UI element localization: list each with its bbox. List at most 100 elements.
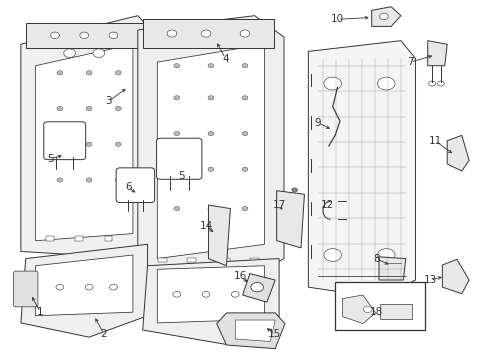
Text: 10: 10: [331, 14, 344, 24]
Text: 3: 3: [105, 96, 112, 107]
Polygon shape: [243, 274, 275, 302]
FancyBboxPatch shape: [14, 271, 38, 307]
Polygon shape: [157, 44, 265, 258]
Circle shape: [174, 167, 180, 171]
Circle shape: [202, 292, 210, 297]
Bar: [380, 304, 412, 319]
Circle shape: [324, 249, 342, 261]
Bar: [250, 257, 259, 262]
Polygon shape: [35, 44, 133, 241]
Circle shape: [324, 77, 342, 90]
Circle shape: [208, 167, 214, 171]
Polygon shape: [143, 258, 279, 344]
Circle shape: [85, 284, 93, 290]
Circle shape: [93, 49, 105, 58]
Bar: [158, 257, 167, 262]
Bar: [26, 23, 143, 48]
Bar: [75, 236, 83, 241]
Circle shape: [174, 131, 180, 136]
Text: 12: 12: [321, 200, 335, 210]
Circle shape: [57, 142, 63, 147]
Polygon shape: [235, 320, 275, 342]
Text: 1: 1: [37, 307, 44, 317]
Text: 18: 18: [370, 307, 383, 317]
Polygon shape: [343, 295, 375, 324]
Circle shape: [57, 178, 63, 182]
Text: 6: 6: [125, 182, 131, 192]
FancyBboxPatch shape: [157, 138, 202, 179]
Circle shape: [242, 131, 248, 136]
Text: 14: 14: [199, 221, 213, 231]
Circle shape: [251, 283, 264, 292]
Polygon shape: [208, 205, 230, 266]
Bar: [143, 19, 274, 48]
Circle shape: [50, 32, 59, 39]
Text: 16: 16: [234, 271, 247, 282]
Circle shape: [379, 13, 388, 19]
Polygon shape: [217, 313, 285, 348]
Text: 11: 11: [428, 136, 441, 146]
Text: 4: 4: [222, 54, 229, 64]
Circle shape: [57, 71, 63, 75]
Circle shape: [201, 30, 211, 37]
Circle shape: [116, 107, 121, 111]
Circle shape: [57, 107, 63, 111]
Circle shape: [231, 292, 239, 297]
Polygon shape: [442, 259, 469, 294]
Circle shape: [208, 206, 214, 211]
Circle shape: [64, 49, 75, 58]
Circle shape: [242, 64, 248, 68]
Circle shape: [86, 71, 92, 75]
Circle shape: [86, 107, 92, 111]
Circle shape: [116, 178, 121, 182]
Circle shape: [110, 284, 117, 290]
Circle shape: [208, 96, 214, 100]
Polygon shape: [157, 266, 265, 323]
Circle shape: [167, 30, 177, 37]
Polygon shape: [428, 41, 447, 66]
Circle shape: [80, 32, 89, 39]
Circle shape: [208, 64, 214, 68]
Text: 8: 8: [373, 253, 380, 264]
Circle shape: [174, 206, 180, 211]
Circle shape: [242, 167, 248, 171]
Bar: [187, 257, 196, 262]
Circle shape: [429, 81, 436, 86]
Text: 15: 15: [268, 329, 281, 339]
Polygon shape: [138, 16, 284, 287]
Circle shape: [377, 249, 395, 261]
Circle shape: [109, 32, 118, 39]
Circle shape: [174, 96, 180, 100]
Bar: [105, 236, 113, 241]
Circle shape: [208, 131, 214, 136]
Circle shape: [173, 292, 181, 297]
Circle shape: [174, 64, 180, 68]
Text: 2: 2: [100, 329, 107, 339]
Polygon shape: [21, 16, 157, 258]
Circle shape: [377, 77, 395, 90]
Circle shape: [86, 142, 92, 147]
Text: 17: 17: [272, 200, 286, 210]
Text: 7: 7: [407, 57, 414, 67]
Polygon shape: [308, 41, 416, 298]
Circle shape: [86, 178, 92, 182]
Circle shape: [364, 306, 372, 312]
Text: 13: 13: [423, 275, 437, 285]
Polygon shape: [379, 257, 406, 280]
Circle shape: [242, 206, 248, 211]
Circle shape: [116, 71, 121, 75]
Polygon shape: [372, 7, 401, 26]
Polygon shape: [447, 135, 469, 171]
Text: 5: 5: [178, 171, 185, 181]
Polygon shape: [277, 191, 304, 248]
FancyBboxPatch shape: [116, 168, 155, 203]
Circle shape: [240, 30, 250, 37]
Polygon shape: [35, 255, 133, 316]
Bar: [221, 257, 230, 262]
Text: 5: 5: [47, 154, 53, 163]
Circle shape: [56, 284, 64, 290]
FancyBboxPatch shape: [44, 122, 86, 159]
Circle shape: [116, 142, 121, 147]
Polygon shape: [21, 244, 147, 337]
Circle shape: [292, 188, 297, 192]
